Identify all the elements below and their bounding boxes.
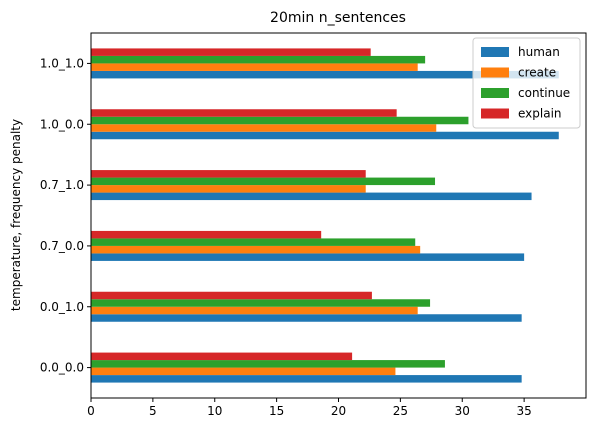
x-tick-label: 5	[149, 404, 157, 418]
x-tick-label: 35	[516, 404, 531, 418]
bar-create-0.7_1.0	[91, 185, 366, 193]
bar-human-0.7_0.0	[91, 253, 525, 261]
bar-human-0.7_1.0	[91, 192, 532, 201]
bar-continue-1.0_0.0	[91, 116, 469, 125]
bar-create-0.7_0.0	[91, 245, 421, 254]
plot-frame	[90, 32, 587, 399]
y-axis-label: temperature, frequency penalty	[9, 119, 23, 311]
legend-label-human: human	[518, 45, 560, 59]
y-tick-label: 0.0_0.0	[40, 361, 84, 375]
x-tick-label: 15	[269, 404, 284, 418]
legend-swatch-continue	[481, 88, 509, 98]
x-tick-label: 25	[393, 404, 408, 418]
legend-label-continue: continue	[518, 86, 570, 100]
bar-human-0.0_0.0	[91, 375, 522, 383]
legend-swatch-explain	[481, 108, 509, 119]
y-tick-label: 0.0_1.0	[40, 300, 84, 314]
x-tick-label: 10	[207, 404, 222, 418]
bar-human-1.0_0.0	[91, 131, 559, 140]
bar-explain-1.0_1.0	[91, 48, 371, 56]
bar-continue-0.0_1.0	[91, 299, 431, 307]
plot-area: 0.0_0.0 0.0_1.0 0.7_0.0 0.7_1.0 1.0_0.0 1.0_1…	[40, 48, 559, 418]
bar-continue-1.0_1.0	[91, 55, 426, 64]
x-tick-label: 20	[331, 404, 346, 418]
bar-create-1.0_0.0	[91, 124, 437, 132]
bar-explain-0.7_1.0	[91, 170, 366, 178]
legend-swatch-human	[481, 47, 509, 57]
y-tick-label: 0.7_0.0	[40, 239, 84, 253]
y-tick-label: 0.7_1.0	[40, 178, 84, 192]
bar-create-0.0_0.0	[91, 367, 396, 376]
y-tick-label: 1.0_1.0	[40, 56, 84, 70]
bar-create-1.0_1.0	[91, 63, 418, 71]
bar-continue-0.7_1.0	[91, 177, 436, 186]
legend-label-explain: explain	[518, 107, 562, 121]
legend-box	[472, 37, 581, 129]
bar-continue-0.7_0.0	[91, 238, 416, 246]
bar-human-0.0_1.0	[91, 314, 522, 322]
bar-explain-1.0_0.0	[91, 109, 397, 117]
bar-explain-0.0_0.0	[91, 352, 353, 361]
legend-label-create: create	[518, 66, 556, 80]
bar-explain-0.0_1.0	[91, 291, 372, 300]
y-tick-label: 1.0_0.0	[40, 117, 84, 131]
legend: human create continue explain	[472, 37, 581, 129]
chart-title: 20min n_sentences	[270, 10, 406, 26]
x-tick-label: 30	[455, 404, 470, 418]
bar-human-1.0_1.0	[91, 70, 559, 79]
legend-swatch-create	[481, 67, 509, 78]
bar-explain-0.7_0.0	[91, 230, 322, 239]
bar-continue-0.0_0.0	[91, 360, 445, 368]
x-tick-label: 0	[87, 404, 95, 418]
bar-create-0.0_1.0	[91, 306, 418, 315]
